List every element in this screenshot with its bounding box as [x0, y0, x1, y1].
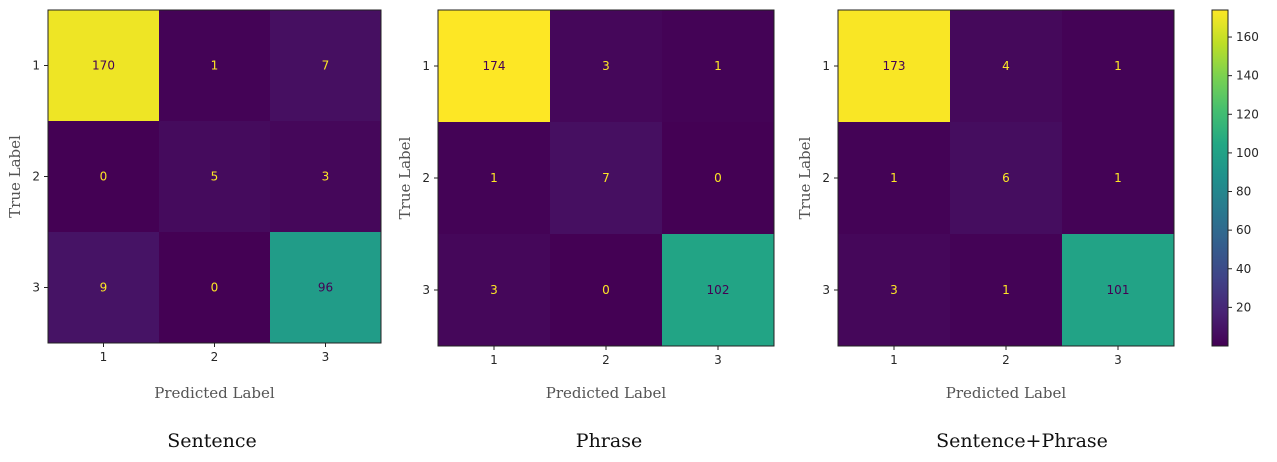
panel1-cell-r1-c3	[270, 10, 381, 121]
panel2-cell-value-r2-c3: 0	[714, 171, 722, 185]
panel3-ytick-label-2: 2	[822, 171, 830, 185]
panel3-xlabel: Predicted Label	[946, 384, 1067, 402]
panel2-cell-value-r3-c1: 3	[490, 283, 498, 297]
panel3-cell-r1-c1	[838, 10, 950, 122]
panel2-cell-value-r2-c1: 1	[490, 171, 498, 185]
panel1-ytick-label-1: 1	[32, 59, 40, 73]
panel1-cell-r3-c1	[48, 232, 159, 343]
panel2-ylabel: True Label	[396, 136, 414, 219]
panel1-cell-value-r2-c3: 3	[322, 170, 330, 184]
panel3-cell-value-r2-c1: 1	[890, 171, 898, 185]
panel3-cell-r3-c1	[838, 234, 950, 346]
panel2-cell-r1-c2	[550, 10, 662, 122]
panel3-cell-r2-c2	[950, 122, 1062, 234]
panel1-cell-value-r3-c2: 0	[211, 281, 219, 295]
colorbar-tick-label-80: 80	[1236, 185, 1251, 199]
panel2-xlabel: Predicted Label	[546, 384, 667, 402]
panel3-cell-r1-c2	[950, 10, 1062, 122]
panel2-cell-value-r3-c2: 0	[602, 283, 610, 297]
panel1-ytick-label-2: 2	[32, 170, 40, 184]
panel1-xtick-label-2: 2	[211, 350, 219, 364]
panel2-cell-r1-c3	[662, 10, 774, 122]
panel2-cell-value-r2-c2: 7	[602, 171, 610, 185]
colorbar	[1211, 9, 1229, 347]
panel2-cell-value-r3-c3: 102	[707, 283, 730, 297]
panel2-xtick-label-3: 3	[714, 353, 722, 367]
panel1-cell-r2-c3	[270, 121, 381, 232]
panel2-caption: Phrase	[576, 430, 642, 452]
panel1-caption: Sentence	[167, 430, 257, 452]
panel1-ylabel: True Label	[6, 135, 24, 218]
colorbar-tick-label-120: 120	[1236, 107, 1259, 121]
panel3-ylabel: True Label	[796, 136, 814, 219]
panel1-ytick-label-3: 3	[32, 281, 40, 295]
panel2-cell-r3-c2	[550, 234, 662, 346]
panel2-xtick-label-1: 1	[490, 353, 498, 367]
panel3-cell-value-r2-c2: 6	[1002, 171, 1010, 185]
panel1-cell-r1-c1	[48, 10, 159, 121]
panel3-cell-r3-c2	[950, 234, 1062, 346]
panel3-xtick-label-1: 1	[890, 353, 898, 367]
colorbar-tick-label-40: 40	[1236, 262, 1251, 276]
panel3-xtick-label-3: 3	[1114, 353, 1122, 367]
panel1-cell-value-r1-c2: 1	[211, 59, 219, 73]
panel2-cell-value-r1-c2: 3	[602, 59, 610, 73]
panel2-cell-r3-c3	[662, 234, 774, 346]
panel2-cell-r2-c1	[438, 122, 550, 234]
panel2-cell-r2-c3	[662, 122, 774, 234]
panel1-cell-value-r1-c1: 170	[92, 59, 115, 73]
colorbar-tick-label-60: 60	[1236, 223, 1251, 237]
colorbar-tick-label-140: 140	[1236, 69, 1259, 83]
panel2-cell-value-r1-c3: 1	[714, 59, 722, 73]
panel2-ytick-label-3: 3	[422, 283, 430, 297]
panel1-cell-r2-c2	[159, 121, 270, 232]
panel3-cell-value-r1-c1: 173	[883, 59, 906, 73]
panel2-cell-r1-c1	[438, 10, 550, 122]
panel3-cell-value-r3-c3: 101	[1107, 283, 1130, 297]
panel1-cell-r3-c2	[159, 232, 270, 343]
panel2-cell-value-r1-c1: 174	[483, 59, 506, 73]
colorbar-tick-label-160: 160	[1236, 30, 1259, 44]
panel2-xtick-label-2: 2	[602, 353, 610, 367]
panel1-cell-value-r3-c1: 9	[100, 281, 108, 295]
panel3-cell-r2-c3	[1062, 122, 1174, 234]
panel3-cell-r2-c1	[838, 122, 950, 234]
panel3-cell-value-r3-c1: 3	[890, 283, 898, 297]
panel1-cell-value-r2-c1: 0	[100, 170, 108, 184]
panel3-cell-r3-c3	[1062, 234, 1174, 346]
panel1-cell-r3-c3	[270, 232, 381, 343]
panel1-xtick-label-3: 3	[322, 350, 330, 364]
panel3-cell-r1-c3	[1062, 10, 1174, 122]
panel3-ytick-label-1: 1	[822, 59, 830, 73]
panel1-cell-r1-c2	[159, 10, 270, 121]
panel3-cell-value-r1-c3: 1	[1114, 59, 1122, 73]
panel1-cell-r2-c1	[48, 121, 159, 232]
panel3-cell-value-r3-c2: 1	[1002, 283, 1010, 297]
panel1-cell-value-r1-c3: 7	[322, 59, 330, 73]
panel1-cell-value-r2-c2: 5	[211, 170, 219, 184]
panel3-caption: Sentence+Phrase	[936, 430, 1108, 452]
panel1-cell-value-r3-c3: 96	[318, 281, 333, 295]
panel3-xtick-label-2: 2	[1002, 353, 1010, 367]
panel3-cell-value-r1-c2: 4	[1002, 59, 1010, 73]
colorbar-tick-label-100: 100	[1236, 146, 1259, 160]
panel2-cell-r3-c1	[438, 234, 550, 346]
panel1-xlabel: Predicted Label	[154, 384, 275, 402]
panel2-cell-r2-c2	[550, 122, 662, 234]
panel3-ytick-label-3: 3	[822, 283, 830, 297]
colorbar-tick-label-20: 20	[1236, 300, 1251, 314]
panel2-ytick-label-1: 1	[422, 59, 430, 73]
panel3-cell-value-r2-c3: 1	[1114, 171, 1122, 185]
panel2-ytick-label-2: 2	[422, 171, 430, 185]
panel1-xtick-label-1: 1	[100, 350, 108, 364]
